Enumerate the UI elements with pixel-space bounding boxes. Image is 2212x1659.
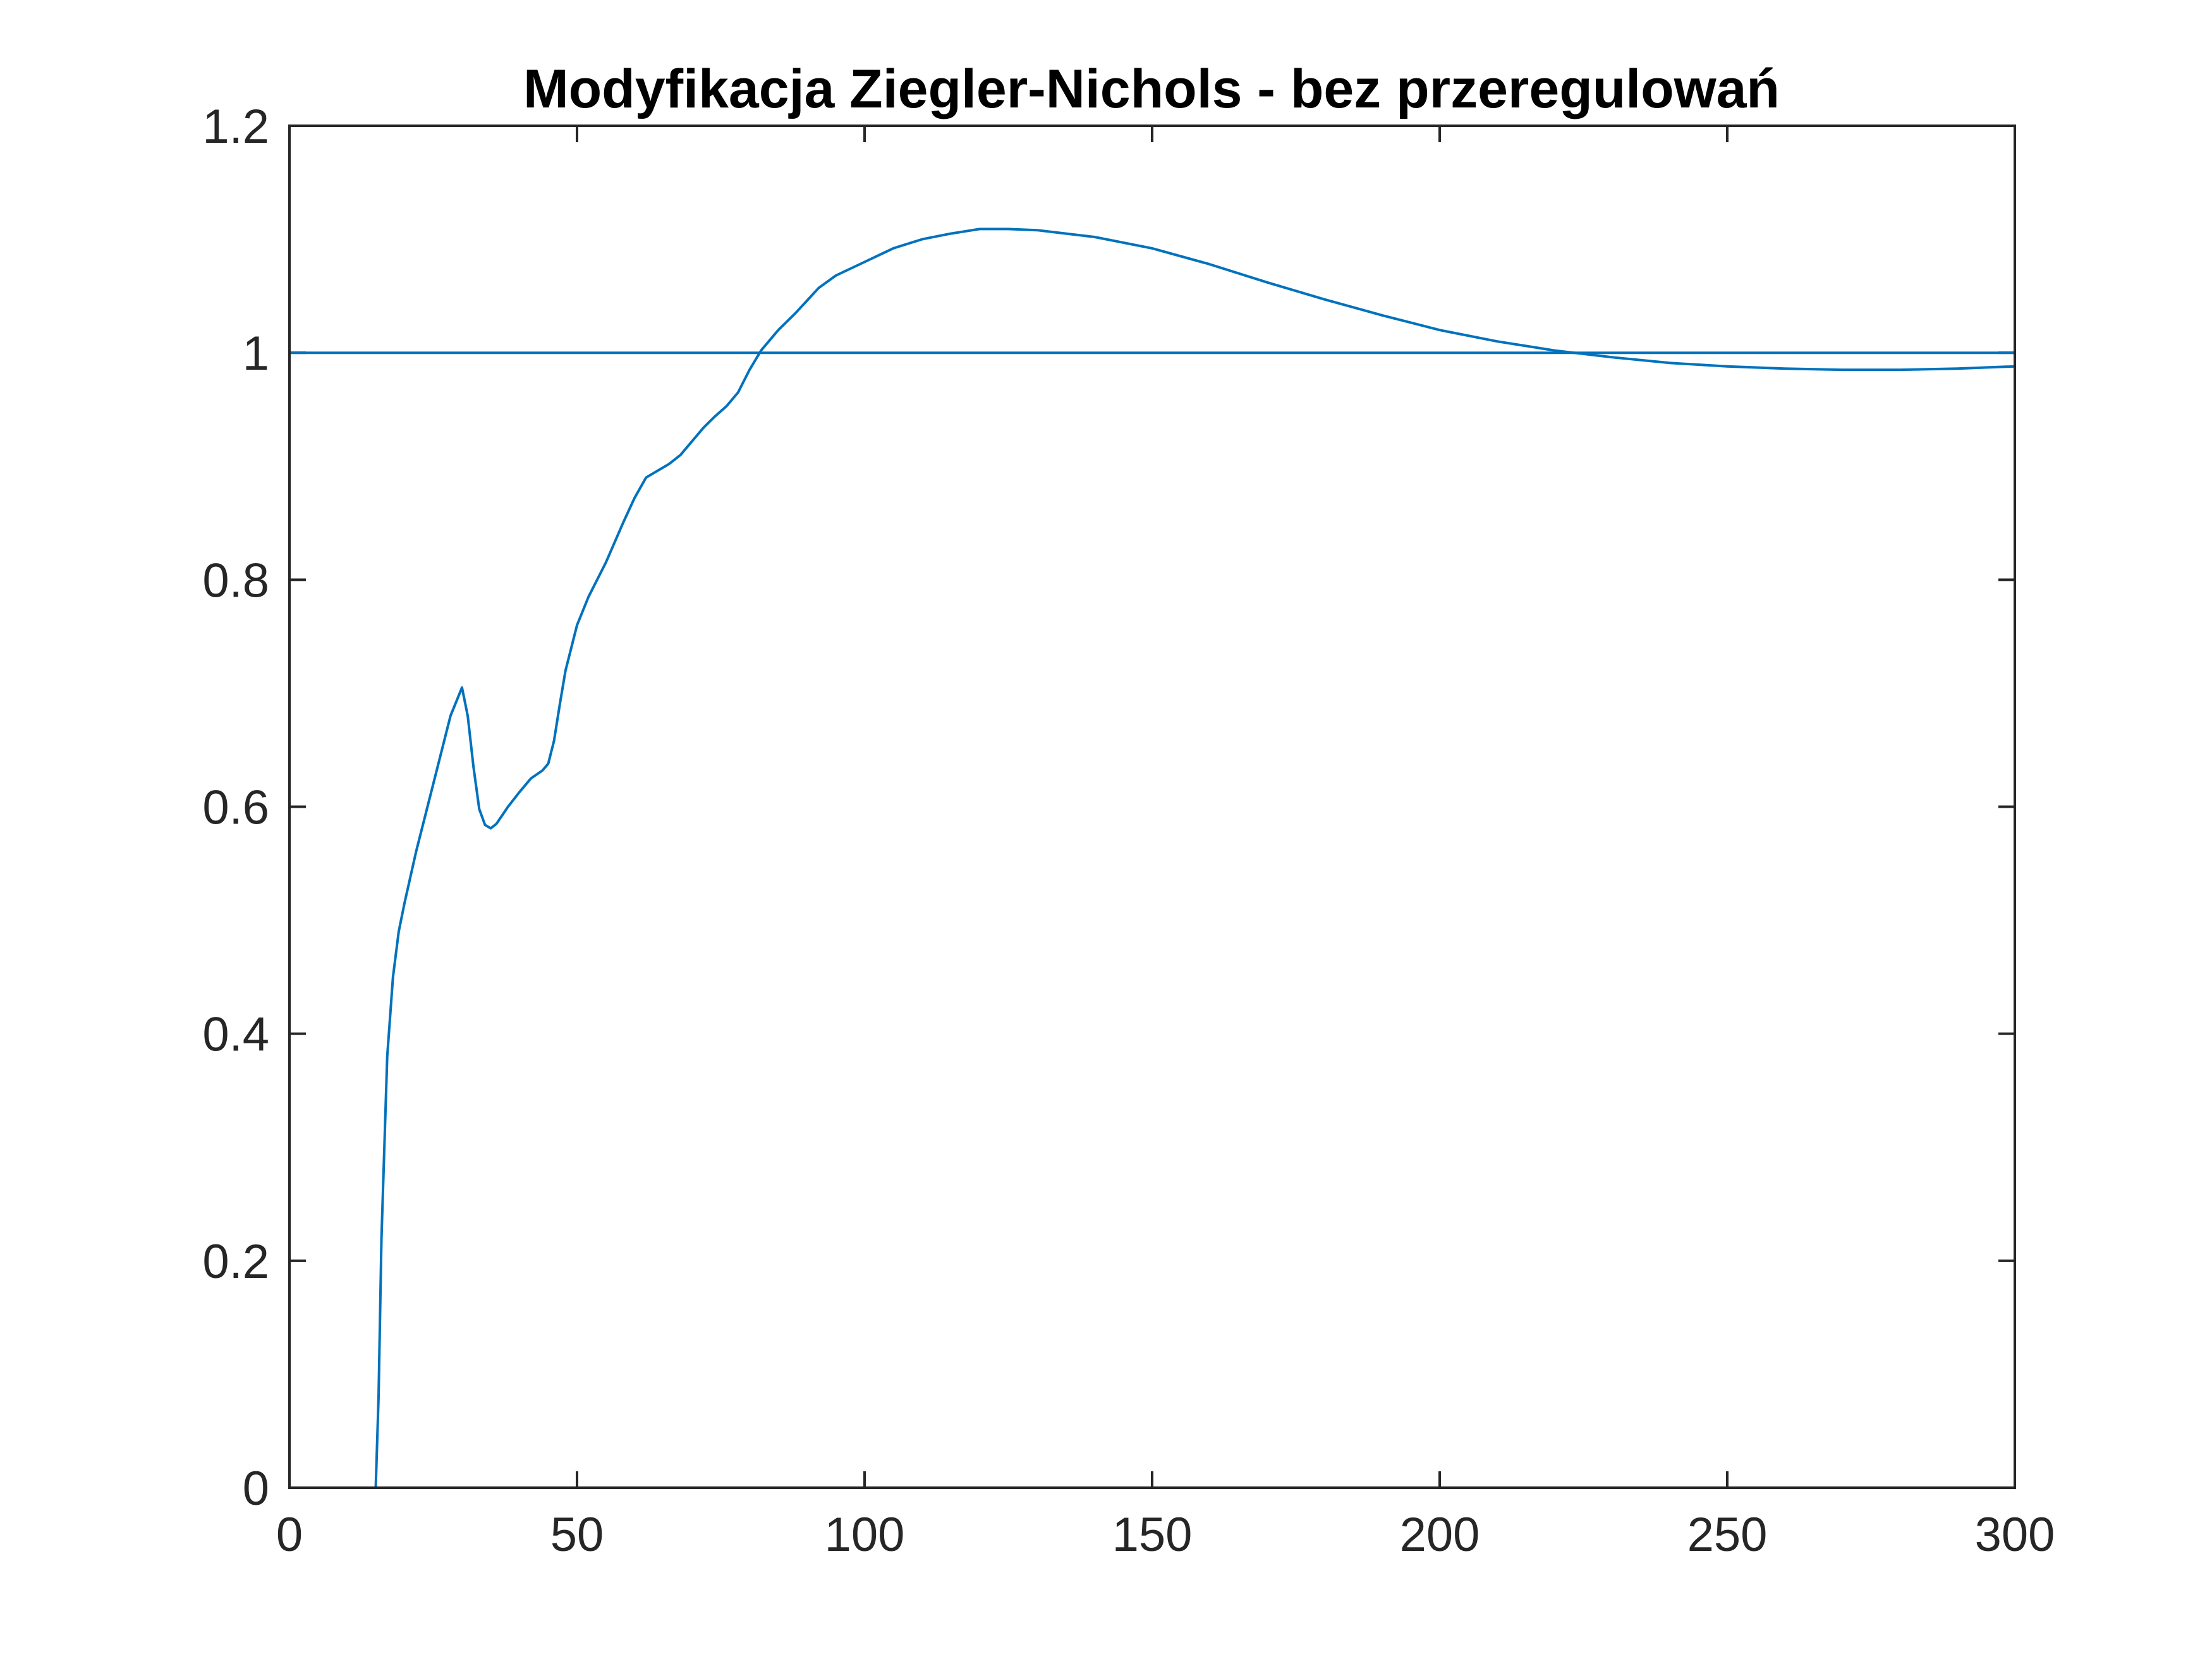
y-tick-label: 0.4 — [202, 1008, 269, 1062]
x-tick-label: 0 — [276, 1508, 303, 1562]
x-tick-label: 200 — [1400, 1508, 1480, 1562]
step-response-line — [288, 228, 2016, 1489]
axis-ticks: 0 50 100 150 200 250 300 0 0.2 0.4 0.6 0.8 1 1.2 — [202, 100, 2055, 1562]
x-tick-label: 50 — [550, 1508, 604, 1562]
y-tick-label: 1 — [243, 327, 269, 380]
x-tick-label: 250 — [1687, 1508, 1768, 1562]
x-tick-label: 150 — [1112, 1508, 1193, 1562]
plot-area-box — [288, 125, 2016, 1489]
x-tick-label: 100 — [825, 1508, 905, 1562]
y-tick-label: 1.2 — [202, 100, 269, 154]
y-tick-label: 0 — [243, 1462, 269, 1516]
y-tick-label: 0.2 — [202, 1235, 269, 1289]
chart-title: Modyfikacja Ziegler-Nichols - bez przere… — [523, 59, 1780, 119]
y-tick-label: 0.6 — [202, 781, 269, 835]
x-tick-label: 300 — [1975, 1508, 2055, 1562]
plot-lines — [288, 228, 2016, 1489]
y-tick-label: 0.8 — [202, 554, 269, 607]
